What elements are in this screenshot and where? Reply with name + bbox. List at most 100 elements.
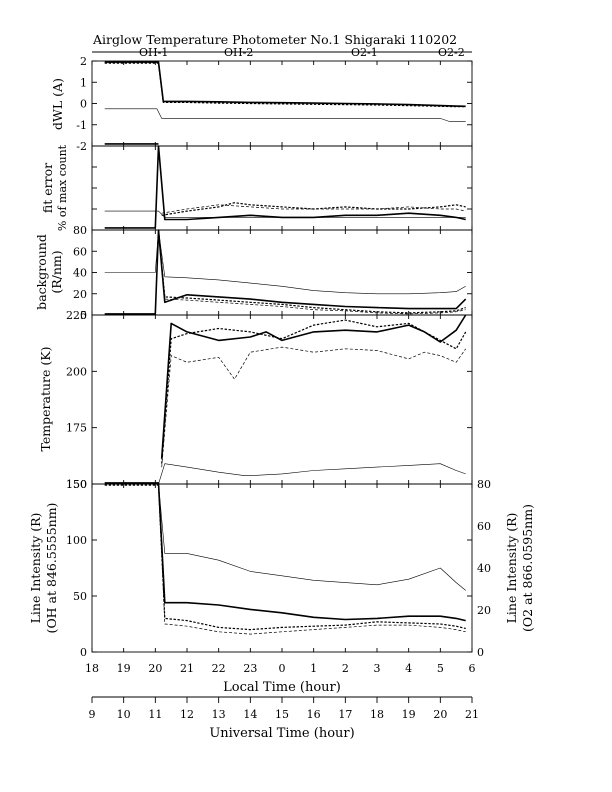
panel-dwl-ticks: -2 -1 0 1 2 [76,55,473,153]
series-line-2 [104,484,466,631]
y-tick-label: 0 [80,646,87,659]
y-tick-label: 100 [66,534,87,547]
universal-time-axis-label: Universal Time (hour) [209,726,354,741]
universal-time-tick-label: 17 [338,708,352,721]
local-time-tick-label: 21 [180,662,194,675]
legend-item-oh1: OH-1 [139,46,168,59]
panel-dwl-series [104,61,466,145]
local-time-tick-label: 4 [405,662,412,675]
local-time-axis: 18 19 20 21 22 23 0 1 2 3 4 5 6 Local Time (hour) [85,662,476,695]
legend: OH-1 OH-2 O2-1 O2-2 [92,46,472,59]
panel-fit-error-ylabel-1: fit error [40,163,55,213]
local-time-tick-label: 5 [437,662,444,675]
panel-fit-error: fit error % of max count [40,144,473,231]
universal-time-ticks: 9 10 11 12 13 14 15 16 17 18 19 20 21 [89,697,479,721]
series-line-3 [157,229,466,314]
panel-background-ylabel-1: background [34,234,49,310]
series-line-3 [158,483,466,591]
series-line-4 [158,483,466,635]
panel-background-series [104,229,467,315]
panel-fit-error-series [104,145,466,229]
universal-time-tick-label: 18 [370,708,384,721]
y-tick-label: 200 [66,365,87,378]
universal-time-tick-label: 21 [465,708,479,721]
local-time-ticks: 18 19 20 21 22 23 0 1 2 3 4 5 6 [85,662,476,675]
panel-temperature-series [104,314,467,485]
universal-time-tick-label: 16 [307,708,321,721]
universal-time-tick-label: 10 [117,708,131,721]
panel-line-intensity-ylabel-1: Line Intensity (R) [28,513,43,624]
panel-temperature: 150 175 200 225 Temperature (K) [38,309,473,491]
y-tick-label: 150 [66,478,87,491]
series-line-2 [104,62,466,108]
y-tick-label: 60 [73,245,87,258]
universal-time-tick-label: 19 [402,708,416,721]
panel-line-intensity-ylabel-2: (OH at 846.5555nm) [44,503,59,634]
panel-dwl-ylabel: dWL (A) [50,78,65,130]
series-line-3 [161,319,467,464]
universal-time-tick-label: 12 [180,708,194,721]
series-line-2 [160,314,467,459]
y-tick-label: 225 [66,309,87,322]
y-tick-label: 0 [80,309,87,322]
panel-line-intensity-series [104,482,466,635]
legend-item-o2-1: O2-1 [351,46,378,59]
y-tick-label: 1 [80,76,87,89]
y-tick-label: 175 [66,422,87,435]
panel-background-ylabel-2: (R/nm) [49,250,64,293]
universal-time-axis: 9 10 11 12 13 14 15 16 17 18 19 20 21 Universal Time… [89,696,479,741]
panel-line-intensity-ylabel-right-2: (O2 at 866.0595nm) [520,504,535,632]
y-tick-label-right: 60 [477,520,491,533]
universal-time-tick-label: 14 [243,708,257,721]
universal-time-tick-label: 15 [275,708,289,721]
local-time-tick-label: 19 [117,662,131,675]
panel-temperature-ticks: 150 175 200 225 [66,309,473,491]
y-tick-label: 2 [80,55,87,68]
figure-title: Airglow Temperature Photometer No.1 Shig… [92,32,457,47]
panel-line-intensity-ticks: 0 50 100 150 0 20 40 60 80 [66,478,491,659]
y-tick-label-right: 40 [477,562,491,575]
local-time-tick-label: 2 [342,662,349,675]
local-time-tick-label: 0 [279,662,286,675]
series-line-1 [104,210,466,218]
local-time-tick-label: 23 [243,662,257,675]
y-tick-label: -1 [76,119,87,132]
local-time-tick-label: 20 [148,662,162,675]
series-line-4 [158,229,466,315]
universal-time-tick-label: 13 [212,708,226,721]
y-tick-label: 150 [66,478,87,491]
series-line-4 [161,346,466,468]
series-line-1 [104,482,466,622]
universal-time-tick-label: 11 [148,708,162,721]
series-line-2 [104,145,466,229]
panel-temperature-ylabel: Temperature (K) [38,347,53,452]
local-time-axis-label: Local Time (hour) [223,680,341,695]
panel-background-ticks: 0 20 40 60 80 [73,224,473,322]
universal-time-tick-label: 9 [89,708,96,721]
y-tick-label-right: 0 [477,646,484,659]
panel-line-intensity-ylabel-right-1: Line Intensity (R) [504,513,519,624]
series-line-1 [104,463,466,485]
universal-time-tick-label: 20 [433,708,447,721]
y-tick-label-right: 80 [477,478,491,491]
panel-background: 0 20 40 60 80 background (R/nm) [34,224,473,322]
y-tick-label: -2 [76,140,87,153]
local-time-tick-label: 6 [469,662,476,675]
series-line-2 [104,229,467,315]
series-line-3 [104,108,466,122]
y-tick-label-right: 20 [477,604,491,617]
legend-item-o2-2: O2-2 [438,46,465,59]
local-time-tick-label: 3 [374,662,381,675]
local-time-tick-label: 18 [85,662,99,675]
legend-item-oh2: OH-2 [224,46,253,59]
local-time-tick-label: 1 [310,662,317,675]
y-tick-label: 80 [73,224,87,237]
panel-dwl: -2 -1 0 1 2 dWL (A) [50,55,473,153]
series-line-4 [161,204,466,214]
panel-line-intensity: 0 50 100 150 0 20 40 60 80 Line Intensity (R) (O… [28,478,535,659]
y-tick-label: 40 [73,267,87,280]
y-tick-label: 0 [80,98,87,111]
y-tick-label: 50 [73,590,87,603]
y-tick-label: 20 [73,288,87,301]
